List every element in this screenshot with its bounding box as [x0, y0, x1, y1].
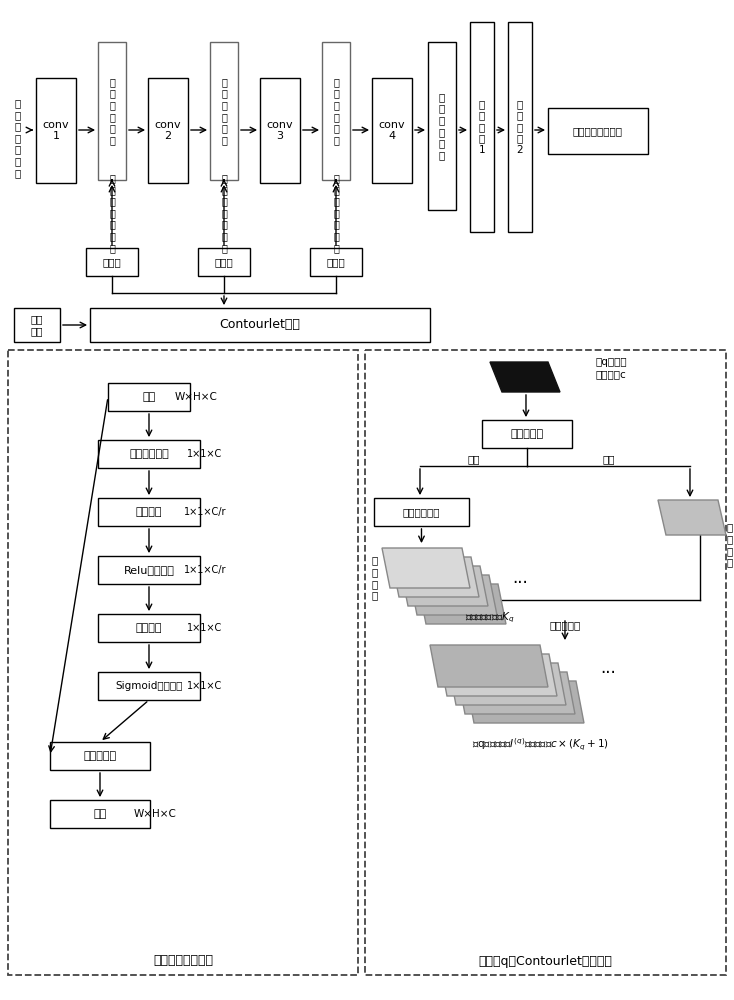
Bar: [98, 672, 200, 700]
Bar: [90, 308, 430, 342]
Text: 全
连
接
层
1: 全 连 接 层 1: [479, 99, 485, 155]
Polygon shape: [409, 575, 497, 615]
Text: 第
四
级
分
解
系
数: 第 四 级 分 解 系 数: [333, 173, 339, 253]
Text: conv
1: conv 1: [43, 120, 69, 141]
Text: 下采样: 下采样: [103, 257, 121, 267]
Text: Contourlet分解: Contourlet分解: [219, 318, 300, 332]
Text: 特
征
增
强
模
块: 特 征 增 强 模 块: [333, 77, 339, 145]
Bar: [36, 78, 76, 183]
Bar: [98, 556, 200, 584]
Bar: [148, 78, 188, 183]
Text: 1×1×C/r: 1×1×C/r: [184, 565, 226, 575]
Bar: [428, 42, 456, 210]
Polygon shape: [400, 566, 488, 606]
Bar: [86, 248, 138, 276]
Text: W×H×C: W×H×C: [175, 392, 217, 402]
Text: 高通: 高通: [468, 454, 480, 464]
Bar: [50, 800, 150, 828]
Bar: [365, 350, 726, 975]
Bar: [310, 248, 362, 276]
Polygon shape: [658, 500, 726, 535]
Polygon shape: [391, 557, 479, 597]
Polygon shape: [466, 681, 584, 723]
Text: 获得第q级Contourlet分解系数: 获得第q级Contourlet分解系数: [479, 954, 612, 968]
Text: 1×1×C: 1×1×C: [187, 681, 222, 691]
Text: 1×1×C/r: 1×1×C/r: [184, 507, 226, 517]
Text: 输入: 输入: [142, 392, 156, 402]
Text: conv
4: conv 4: [379, 120, 405, 141]
Text: Sigmoid激活函数: Sigmoid激活函数: [115, 681, 183, 691]
Polygon shape: [430, 645, 548, 687]
Text: 通道级相乘: 通道级相乘: [84, 751, 117, 761]
Text: 通道特征增强模块: 通道特征增强模块: [153, 954, 213, 968]
Text: 全局平均池化: 全局平均池化: [129, 449, 169, 459]
Bar: [98, 42, 126, 180]
Bar: [8, 350, 358, 975]
Text: 第
二
级
分
解
系
数: 第 二 级 分 解 系 数: [109, 173, 115, 253]
Polygon shape: [448, 663, 566, 705]
Text: 低
频
分
量: 低 频 分 量: [727, 523, 733, 567]
Text: ...: ...: [512, 569, 528, 587]
Bar: [210, 42, 238, 180]
Polygon shape: [457, 672, 575, 714]
Bar: [98, 440, 200, 468]
Polygon shape: [439, 654, 557, 696]
Text: 第q级输入
通道数为c: 第q级输入 通道数为c: [596, 357, 628, 379]
Text: 全
局
平
均
池
化: 全 局 平 均 池 化: [439, 92, 445, 160]
Bar: [14, 308, 60, 342]
Text: 第q级分解系数$I^{(q)}$，通道数为$c\times(K_q+1)$: 第q级分解系数$I^{(q)}$，通道数为$c\times(K_q+1)$: [471, 737, 608, 753]
Bar: [98, 498, 200, 526]
Text: conv
3: conv 3: [266, 120, 294, 141]
Text: 下采样: 下采样: [214, 257, 233, 267]
Text: 1×1×C: 1×1×C: [187, 623, 222, 633]
Text: ...: ...: [600, 659, 616, 677]
Text: 第
一
级
分
解
系
数: 第 一 级 分 解 系 数: [15, 98, 21, 178]
Text: 1×1×C: 1×1×C: [187, 449, 222, 459]
Text: 低通: 低通: [602, 454, 615, 464]
Bar: [482, 420, 572, 448]
Text: conv
2: conv 2: [155, 120, 181, 141]
Bar: [108, 383, 190, 411]
Text: 通道级连接: 通道级连接: [549, 620, 581, 630]
Bar: [548, 108, 648, 154]
Text: 全
连
接
层
2: 全 连 接 层 2: [517, 99, 523, 155]
Bar: [260, 78, 300, 183]
Text: 输出: 输出: [93, 809, 106, 819]
Text: 第
三
级
分
解
系
数: 第 三 级 分 解 系 数: [221, 173, 227, 253]
Bar: [374, 498, 469, 526]
Bar: [98, 614, 200, 642]
Bar: [322, 42, 350, 180]
Text: Relu激活函数: Relu激活函数: [123, 565, 175, 575]
Polygon shape: [382, 548, 470, 588]
Text: 方
向
子
带: 方 向 子 带: [372, 556, 378, 600]
Text: 方向滤波器组: 方向滤波器组: [403, 507, 440, 517]
Text: 输出（类别概率）: 输出（类别概率）: [573, 126, 623, 136]
Bar: [372, 78, 412, 183]
Text: W×H×C: W×H×C: [134, 809, 176, 819]
Bar: [198, 248, 250, 276]
Text: 方向子带个数为$K_q$: 方向子带个数为$K_q$: [465, 611, 515, 625]
Polygon shape: [490, 362, 560, 392]
Text: 输入
图像: 输入 图像: [31, 314, 43, 336]
Text: 全连接层: 全连接层: [136, 623, 162, 633]
Text: 特
征
增
强
模
块: 特 征 增 强 模 块: [221, 77, 227, 145]
Bar: [508, 22, 532, 232]
Text: 低通滤波器: 低通滤波器: [510, 429, 544, 439]
Text: 下采样: 下采样: [327, 257, 346, 267]
Polygon shape: [418, 584, 506, 624]
Text: 特
征
增
强
模
块: 特 征 增 强 模 块: [109, 77, 115, 145]
Text: 全连接层: 全连接层: [136, 507, 162, 517]
Bar: [50, 742, 150, 770]
Bar: [470, 22, 494, 232]
